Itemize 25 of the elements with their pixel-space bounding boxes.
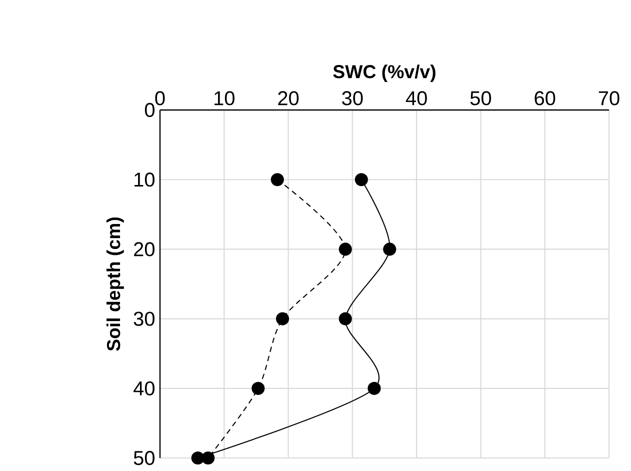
point xyxy=(338,242,352,256)
x-tick-label: 50 xyxy=(470,91,492,106)
x-tick-label: 10 xyxy=(214,91,234,106)
y-tick-label: 10 xyxy=(134,172,154,187)
x-tick-label: 0 xyxy=(155,91,165,106)
x-tick-label: 40 xyxy=(406,91,427,106)
x-tick-label: 20 xyxy=(278,91,299,106)
y-tick-label: 50 xyxy=(134,450,154,466)
y-tick-label: 20 xyxy=(134,242,154,256)
x-tick-label: 70 xyxy=(598,91,620,106)
point xyxy=(338,312,352,326)
y-axis-title: Soil depth (cm) xyxy=(106,218,124,351)
point xyxy=(383,242,396,256)
x-tick-label: 30 xyxy=(342,91,363,106)
point xyxy=(270,173,284,186)
x-axis-title: SWC (%v/v) xyxy=(333,64,436,82)
y-tick-label: 0 xyxy=(144,102,154,118)
y-tick-label: 40 xyxy=(134,381,154,396)
y-tick-label: 30 xyxy=(134,312,154,326)
point xyxy=(354,173,368,186)
point xyxy=(368,382,381,395)
x-tick-label: 60 xyxy=(534,91,556,106)
point xyxy=(202,451,215,465)
point xyxy=(276,312,290,326)
point xyxy=(252,382,265,395)
